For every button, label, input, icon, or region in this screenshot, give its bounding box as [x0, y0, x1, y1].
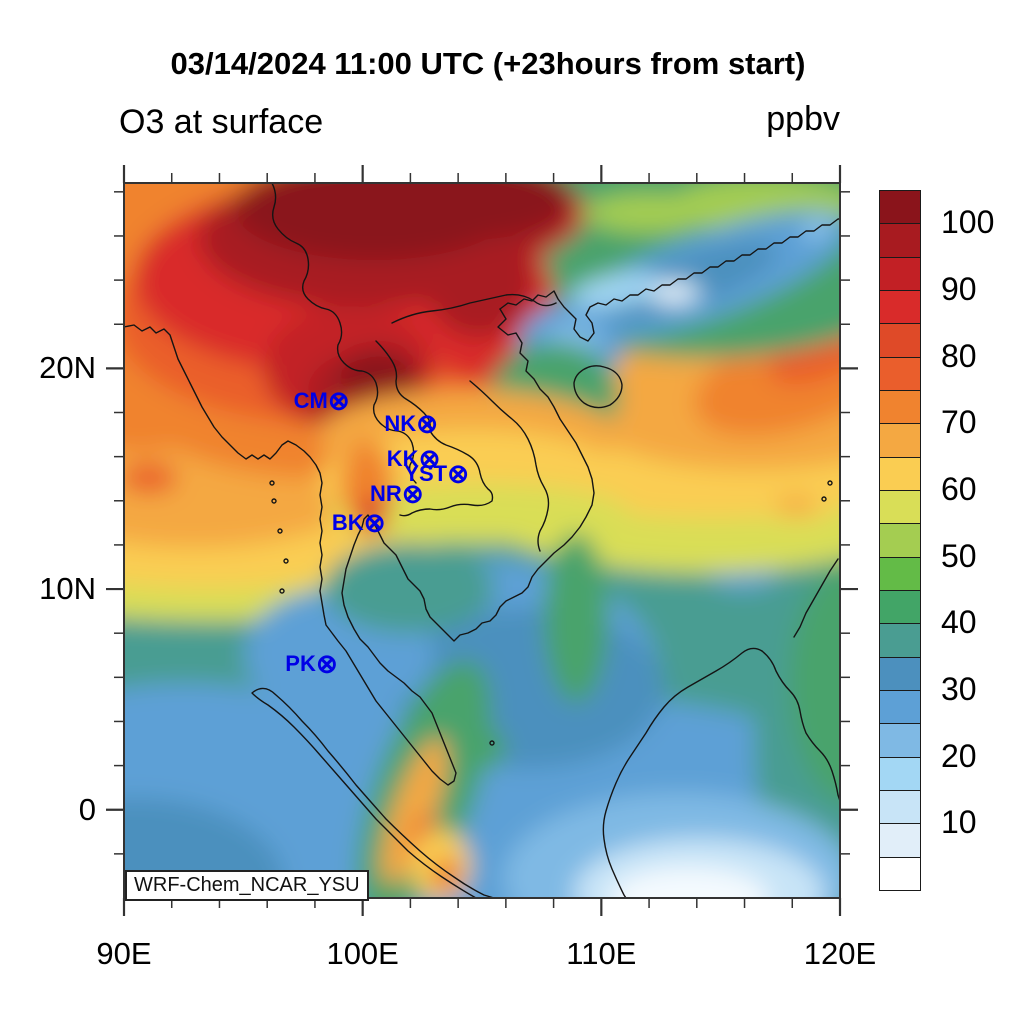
station-marker-icon: ⊗	[416, 408, 438, 439]
colorbar-cell	[879, 256, 921, 291]
colorbar-cell	[879, 656, 921, 691]
colorbar-cell	[879, 690, 921, 725]
colorbar-tick-label: 60	[941, 471, 977, 507]
ozone-field	[124, 183, 840, 898]
x-tick-label: 100E	[326, 936, 399, 971]
colorbar-cell	[879, 490, 921, 525]
colorbar-cell	[879, 556, 921, 591]
station-label: PK	[285, 651, 316, 677]
model-label: WRF-Chem_NCAR_YSU	[134, 874, 360, 896]
station-marker-icon: ⊗	[401, 478, 424, 509]
y-tick-label: 10N	[39, 571, 96, 607]
units-label: ppbv	[766, 100, 840, 138]
colorbar-cell	[879, 190, 921, 225]
station-label: NK	[384, 410, 417, 436]
colorbar-cell	[879, 223, 921, 258]
colorbar-tick-label: 30	[941, 671, 977, 707]
variable-label: O3 at surface	[119, 103, 324, 141]
colorbar-cell	[879, 756, 921, 791]
station-marker-icon: ⊗	[315, 648, 338, 679]
colorbar-cell	[879, 856, 921, 891]
colorbar-tick-label: 40	[941, 604, 977, 641]
colorbar-cell	[879, 590, 921, 625]
colorbar	[879, 190, 921, 891]
colorbar-cell	[879, 723, 921, 758]
colorbar-cell	[879, 823, 921, 858]
figure-title: 03/14/2024 11:00 UTC (+23hours from star…	[170, 46, 806, 81]
colorbar-cell	[879, 290, 921, 325]
x-tick-label: 110E	[566, 936, 637, 971]
colorbar-cell	[879, 456, 921, 491]
colorbar-cell	[879, 523, 921, 558]
y-tick-label: 20N	[39, 350, 96, 386]
colorbar-cell	[879, 356, 921, 391]
colorbar-tick-label: 10	[941, 804, 977, 841]
station-label: CM	[293, 388, 328, 414]
station-label: NR	[370, 481, 402, 507]
x-tick-label: 120E	[803, 936, 877, 971]
contour-map	[124, 183, 840, 898]
colorbar-tick-label: 90	[941, 271, 977, 307]
colorbar-tick-label: 70	[941, 404, 977, 441]
station-marker-icon: ⊗	[363, 507, 386, 538]
colorbar-cell	[879, 423, 921, 458]
colorbar-tick-label: 50	[941, 537, 977, 574]
colorbar-tick-label: 20	[941, 737, 977, 774]
colorbar-cell	[879, 323, 921, 358]
station-label: BK	[331, 509, 364, 535]
colorbar-tick-label: 100	[941, 204, 995, 241]
colorbar-tick-label: 80	[941, 337, 977, 374]
colorbar-cell	[879, 390, 921, 425]
colorbar-cell	[879, 790, 921, 825]
station-marker-icon: ⊗	[447, 458, 470, 489]
station-marker-icon: ⊗	[327, 385, 350, 416]
x-tick-label: 90E	[96, 936, 152, 971]
model-label-box: WRF-Chem_NCAR_YSU	[125, 870, 369, 901]
y-tick-label: 0	[78, 791, 96, 827]
colorbar-cell	[879, 623, 921, 658]
